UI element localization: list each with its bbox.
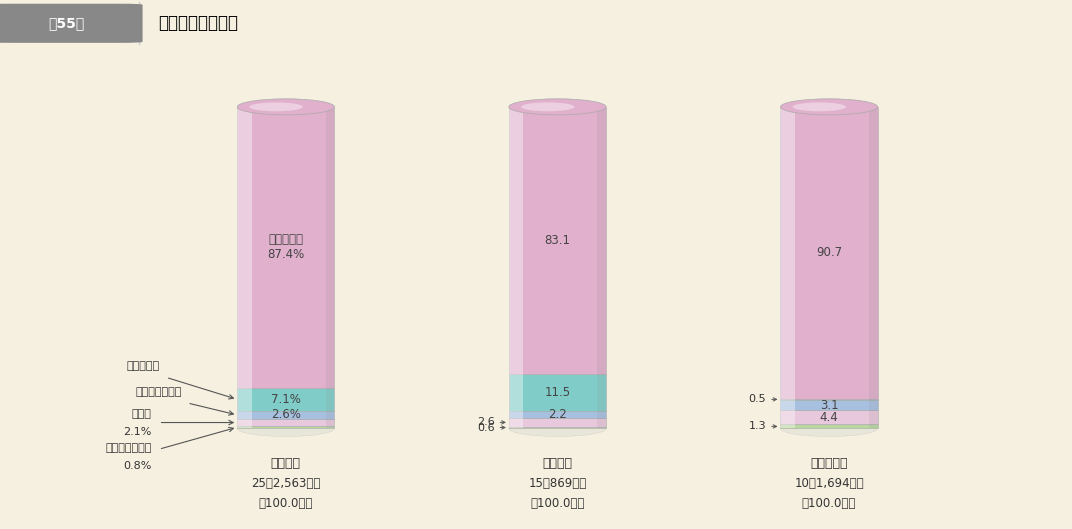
Text: 2.6: 2.6 [477,417,494,427]
Text: 2.2: 2.2 [548,408,567,421]
Text: 0.5: 0.5 [748,395,766,404]
Ellipse shape [780,421,878,436]
Text: その他特定財源: その他特定財源 [105,443,151,453]
Bar [237,419,334,426]
Text: 第55図: 第55図 [48,16,85,30]
Bar [509,426,606,428]
Bar [597,107,606,428]
Text: （100.0％）: （100.0％） [802,497,857,510]
Ellipse shape [237,99,334,115]
Text: 2.1%: 2.1% [123,426,151,436]
Bar [780,107,795,428]
Bar [780,410,878,424]
Ellipse shape [509,421,606,436]
Bar [780,400,878,410]
Text: 7.1%: 7.1% [271,393,301,406]
Text: 11.5: 11.5 [545,386,570,399]
Bar [780,424,878,428]
FancyBboxPatch shape [0,4,143,43]
Bar [869,107,878,428]
Text: 人件費の財源内訳: 人件費の財源内訳 [159,14,239,32]
Ellipse shape [237,421,334,436]
Ellipse shape [250,103,303,111]
Bar [237,411,334,419]
Bar [237,107,334,388]
Text: 一般財源等
87.4%: 一般財源等 87.4% [267,233,304,261]
Text: 90.7: 90.7 [816,246,843,259]
Text: 2.6%: 2.6% [271,408,301,422]
Bar [326,107,334,428]
Bar [780,107,878,398]
Text: 15兆869億円: 15兆869億円 [528,477,586,490]
Text: 使用料・手数料: 使用料・手数料 [135,387,181,397]
Text: 地方債: 地方債 [132,408,151,418]
Bar [780,398,878,400]
Ellipse shape [792,103,846,111]
Text: 83.1: 83.1 [545,234,570,247]
Bar [509,107,523,428]
Text: 25兆2,563億円: 25兆2,563億円 [251,477,321,490]
Bar [237,426,334,428]
Bar [237,107,252,428]
Bar [509,418,606,426]
Text: 市　町　村: 市 町 村 [810,457,848,470]
Text: 純　　計: 純 計 [271,457,301,470]
Text: 10兆1,694億円: 10兆1,694億円 [794,477,864,490]
Bar [237,388,334,411]
Ellipse shape [780,99,878,115]
Text: 0.8%: 0.8% [123,461,151,471]
Text: 1.3: 1.3 [748,422,766,431]
Text: 都道府県: 都道府県 [542,457,572,470]
Bar [509,107,606,374]
Text: 国庫支出金: 国庫支出金 [126,361,160,371]
Ellipse shape [521,103,575,111]
Text: （100.0％）: （100.0％） [258,497,313,510]
Bar [509,374,606,411]
Text: （100.0％）: （100.0％） [531,497,584,510]
Text: 4.4: 4.4 [820,411,838,424]
Text: 3.1: 3.1 [820,399,838,412]
Bar [509,411,606,418]
Text: 0.6: 0.6 [477,423,494,433]
Ellipse shape [509,99,606,115]
